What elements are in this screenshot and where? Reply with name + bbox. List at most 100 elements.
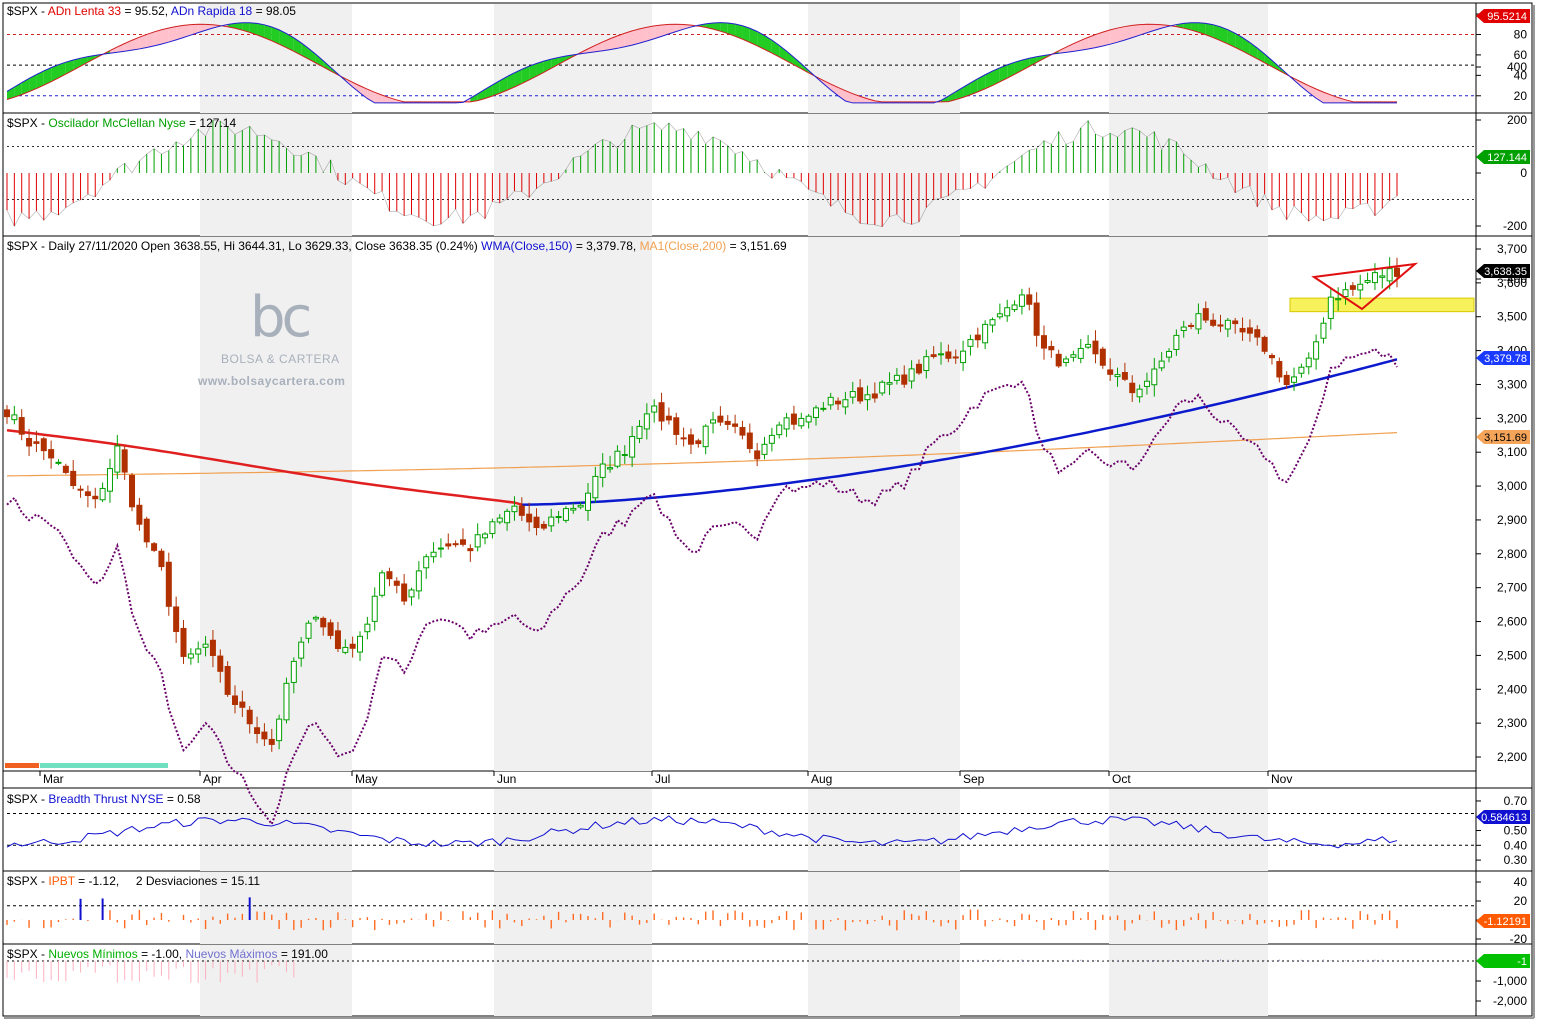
candle	[1239, 317, 1246, 341]
month-label-jun: Jun	[497, 772, 516, 786]
wma-red-segment	[6, 428, 523, 506]
candle	[298, 637, 305, 667]
watermark-url: www.bolsaycartera.com	[198, 374, 346, 388]
candle	[511, 496, 518, 521]
adn-tick-label: 60	[1514, 48, 1528, 62]
price-tick-label: 3,200	[1497, 411, 1527, 425]
mcclellan-label: $SPX - Oscilador McClellan Nyse = 127.14	[7, 116, 237, 130]
candle-body	[121, 449, 128, 473]
shade-band	[1109, 789, 1268, 871]
candle-body	[1357, 283, 1364, 291]
candle-body	[62, 465, 69, 473]
candle-body	[254, 727, 261, 734]
candle	[401, 574, 408, 606]
adn-fill	[1080, 37, 1089, 51]
candle-body	[1254, 329, 1261, 338]
candle-body	[754, 450, 761, 460]
candle	[790, 405, 797, 430]
price-tick-label: 2,800	[1497, 547, 1527, 561]
ipbt-tick-label: -20	[1510, 932, 1528, 946]
candle-body	[276, 718, 283, 742]
candle	[687, 428, 694, 454]
candle	[717, 406, 724, 426]
candle	[680, 427, 687, 447]
candle-body	[1239, 327, 1246, 333]
adn-fill	[168, 26, 177, 43]
candle	[849, 381, 856, 404]
candle	[1386, 257, 1393, 290]
newlows-pane	[6, 959, 1476, 983]
adn-fill	[242, 22, 250, 33]
candle-body	[938, 353, 945, 356]
month-label-jul: Jul	[655, 772, 670, 786]
candle-body	[967, 339, 974, 347]
range-marker-orange	[5, 763, 39, 768]
candle-body	[298, 641, 305, 659]
candle-body	[1158, 360, 1165, 369]
shade-band	[808, 114, 960, 236]
candle-body	[1342, 289, 1349, 298]
adn-fill	[7, 87, 15, 100]
candle-body	[1173, 334, 1180, 350]
candle-body	[467, 548, 474, 552]
candle-body	[1011, 304, 1018, 311]
candle	[695, 438, 702, 448]
candle-body	[379, 572, 386, 596]
candle-body	[84, 491, 91, 497]
candle-body	[1298, 366, 1305, 374]
adn-fill	[742, 25, 750, 43]
adn-fill	[389, 97, 397, 103]
price-tick-label: 3,500	[1497, 310, 1527, 324]
breadth-tick-label: 0.50	[1504, 824, 1528, 838]
adn-fill	[1154, 24, 1162, 31]
candle	[1313, 334, 1320, 370]
candle-body	[26, 437, 33, 447]
candle	[217, 649, 224, 683]
candle	[1210, 313, 1217, 328]
candle	[1202, 301, 1209, 324]
candle	[636, 420, 643, 444]
adn-fill	[1323, 92, 1331, 103]
candle	[312, 615, 319, 622]
candle	[1158, 352, 1165, 372]
candle	[592, 466, 599, 503]
candle-body	[320, 617, 327, 628]
adn-fill	[507, 72, 515, 91]
price-tick-label: 3,100	[1497, 445, 1527, 459]
candle	[151, 541, 158, 553]
adn-fill	[492, 80, 500, 97]
candle-body	[283, 682, 290, 721]
candle	[48, 440, 55, 469]
candle-body	[1246, 327, 1253, 334]
adn-fill	[1227, 29, 1236, 48]
candle	[1195, 303, 1202, 335]
adn-fill	[1088, 34, 1096, 50]
candle	[467, 544, 474, 562]
candle	[504, 508, 511, 531]
candle-body	[673, 417, 680, 435]
candle	[908, 360, 915, 389]
candle-body	[540, 523, 547, 529]
candle-body	[739, 427, 746, 436]
candle	[99, 482, 106, 503]
candle	[114, 434, 121, 479]
candle-body	[1283, 374, 1290, 386]
candle-body	[636, 425, 643, 439]
candle	[1092, 330, 1099, 364]
candle-body	[960, 350, 967, 364]
candle	[1129, 375, 1136, 402]
candle-body	[430, 551, 437, 558]
candle	[357, 631, 364, 662]
price-pane: Mar Apr May Jun Jul Aug Sep Oct Nov	[4, 257, 1475, 827]
price-tick-label: 3,700	[1497, 242, 1527, 256]
month-label-nov: Nov	[1271, 772, 1292, 786]
breadth-label: $SPX - Breadth Thrust NYSE = 0.58	[7, 792, 201, 806]
candle	[342, 639, 349, 655]
adn-fill	[117, 43, 125, 53]
nl-value-tag: -1	[1476, 954, 1530, 968]
candle-body	[342, 646, 349, 653]
candle	[408, 587, 415, 606]
close-value-tag: 3,638.35	[1476, 264, 1530, 278]
